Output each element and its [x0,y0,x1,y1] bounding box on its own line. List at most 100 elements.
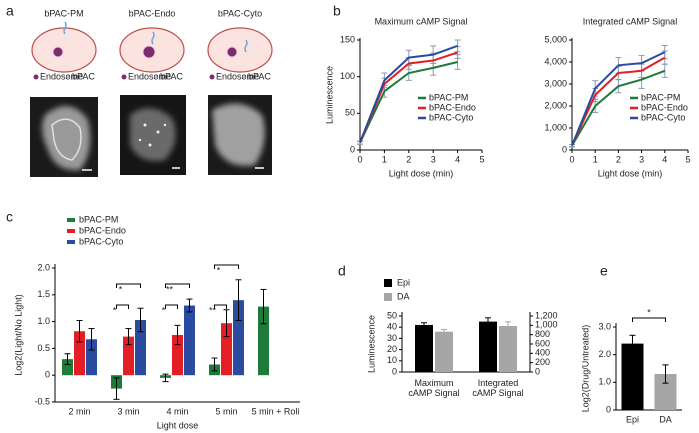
micrographs [30,95,272,177]
x-axis-label: Light dose (min) [389,168,454,178]
panel-label: d [338,263,346,279]
cell [31,27,97,73]
y-tick-label: 1.0 [37,316,50,326]
x-tick-label: 3 [431,154,436,164]
legend-swatch [384,293,392,301]
legend-bpac: bPAC [248,71,271,81]
y-tick-label: 0 [535,366,540,376]
legend-swatch [67,240,75,244]
bpac [151,31,155,45]
y-tick-label: 600 [535,338,550,348]
significance-label: * [162,305,166,315]
legend-endosome: Endosome [40,71,83,81]
legend-bpac-icon [155,73,157,81]
x-tick-label: 5 min + Roli [252,406,300,416]
y-tick-label: 50 [387,310,397,320]
y-axis-label: Log2(Light/No Light) [13,294,23,376]
bar [221,323,232,376]
x-tick-label: 1 [593,154,598,164]
significance-label: * [113,305,117,315]
y-axis-label: Log2(Drug/Untreated) [580,325,590,413]
y-tick-label: 150 [340,34,355,44]
bar [74,331,85,376]
y-axis-label: Luminescence [366,315,376,373]
bar [86,339,97,376]
x-tick-label: 2 min [68,406,90,416]
legend-label: bPAC-Endo [79,225,126,235]
y-tick-label: 4,000 [544,56,567,66]
legend-label: bPAC-Endo [641,102,688,112]
x-tick-label: 4 [662,154,667,164]
y-tick-label: 200 [535,357,550,367]
y-tick-label: 0.5 [37,343,50,353]
x-tick-label: 2 [616,154,621,164]
bar [123,336,134,376]
legend-label: bPAC-PM [429,92,468,102]
significance-label: ** [209,305,217,315]
y-tick-label: 1.0 [598,377,611,387]
chart-title: Maximum cAMP Signal [375,16,468,26]
legend-swatch [67,229,75,233]
x-axis-label: Light dose (min) [598,168,663,178]
legend-label: DA [397,291,410,301]
significance-bracket [214,304,227,309]
bar [415,324,433,372]
y-tick-label: 400 [535,348,550,358]
significance-bracket [116,283,141,288]
bar [654,374,677,410]
y-tick-label: 0 [350,144,355,154]
y-tick-label: 30 [387,333,397,343]
panel-label: b [333,3,341,19]
y-tick-label: 2.0 [598,349,611,359]
series-line [571,56,666,147]
y-tick-label: 20 [387,344,397,354]
bar [479,321,497,372]
x-tick-label: 2 [406,154,411,164]
panel-label: e [600,263,608,279]
legend-bpac-icon [243,73,245,81]
y-tick-label: 2.0 [37,262,50,272]
significance-bracket [165,304,178,309]
x-tick-label: 5 [479,154,484,164]
y-tick-label: 1,000 [544,122,567,132]
significance-bracket [214,264,239,269]
significance-bracket [165,283,190,288]
x-tick-label: 0 [357,154,362,164]
endosome [142,45,156,59]
legend-swatch [384,279,392,287]
y-axis-label: Luminescence [324,66,334,124]
legend-bpac: bPAC [160,71,183,81]
legend-label: bPAC-Cyto [641,112,685,122]
cell-label: bPAC-PM [44,8,83,18]
chart-title: Integrated cAMP Signal [583,16,677,26]
significance-label: * [119,284,123,294]
significance-label: * [217,265,221,275]
legend-endosome-icon [209,74,215,80]
legend-label: bPAC-PM [641,92,680,102]
x-tick-label: 1 [382,154,387,164]
x-tick-label: 3 min [117,406,139,416]
x-tick-label: 5 min [215,406,237,416]
bar [233,300,244,376]
y-tick-label: 40 [387,322,397,332]
nucleus [52,46,64,58]
panel-label: a [6,3,14,19]
y-tick-label: 1,200 [535,310,558,320]
y-tick-label: 3,000 [544,78,567,88]
x-tick-label: 5 [685,154,690,164]
significance-label: ** [166,284,174,294]
bar [62,359,73,376]
panel-label: c [6,209,13,225]
y-tick-label: 10 [387,355,397,365]
significance-label: * [647,307,651,317]
series-line [571,51,666,146]
bar [621,343,644,410]
cell [207,27,273,73]
x-tick-label: DA [659,414,672,424]
bpac [63,21,67,35]
y-tick-label: 50 [345,108,355,118]
y-tick-label: 5,000 [544,34,567,44]
legend-swatch [67,218,75,222]
y-tick-label: 0 [606,404,611,414]
bar [172,335,183,376]
